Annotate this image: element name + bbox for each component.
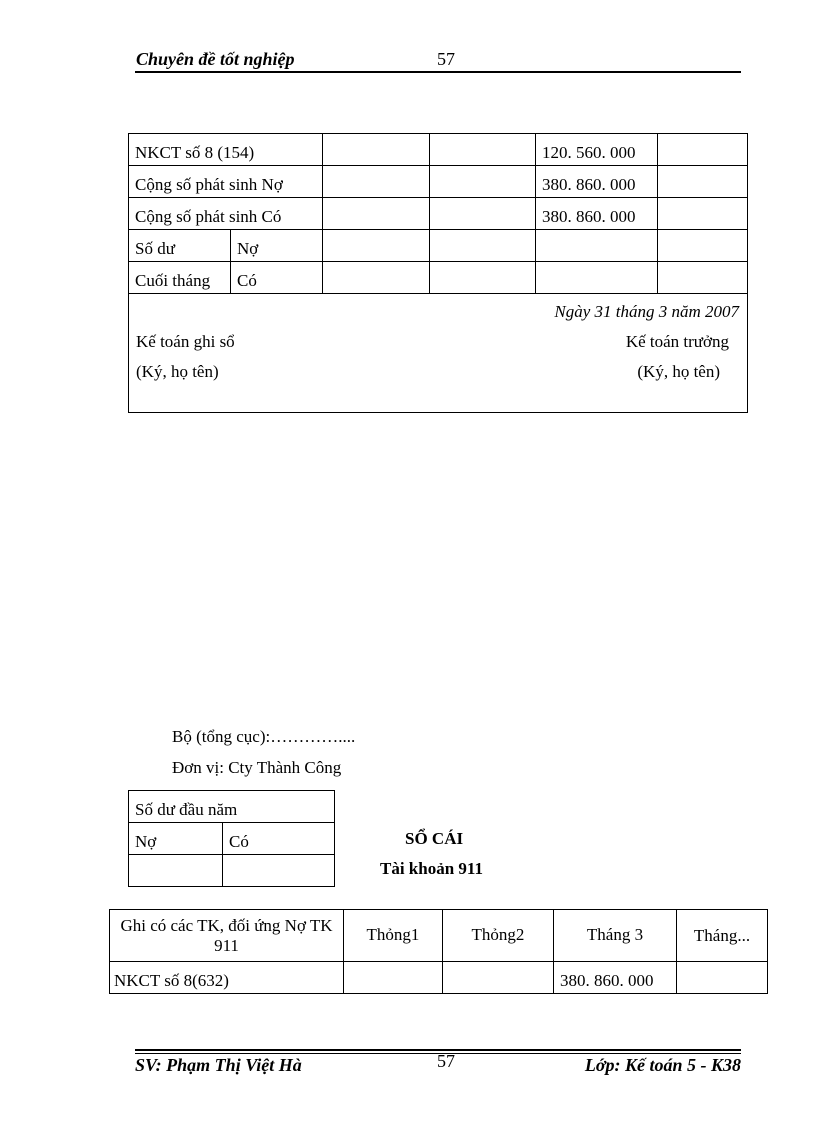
table-row: Cộng số phát sinh Có 380. 860. 000 — [127, 197, 749, 230]
column-header: Ghi có các TK, đối ứng Nợ TK 911 — [109, 909, 344, 962]
table-row: Cộng số phát sinh Nợ 380. 860. 000 — [127, 165, 749, 198]
cell — [429, 229, 537, 262]
footer-class: Lớp: Kế toán 5 - K38 — [584, 1055, 741, 1075]
balance-co: Có — [229, 261, 324, 294]
column-header: Thỏng2 — [442, 909, 554, 962]
footer-rule-bottom — [135, 1053, 741, 1054]
ledger-top-table: NKCT số 8 (154) 120. 560. 000 Cộng số phá… — [127, 133, 749, 413]
column-header: Tháng... — [676, 909, 768, 962]
cell — [657, 165, 749, 198]
cell-amount: 380. 860. 000 — [553, 961, 677, 994]
cell — [322, 133, 431, 166]
signer-right-note: (Ký, họ tên) — [637, 362, 721, 381]
cell — [657, 133, 749, 166]
table-row: Số dư đầu năm — [127, 790, 336, 823]
table-header-row: Ghi có các TK, đối ứng Nợ TK 911 Thỏng1 … — [109, 909, 768, 962]
cell — [657, 197, 749, 230]
cell-amount: 380. 860. 000 — [535, 197, 659, 230]
opening-co: Có — [221, 822, 336, 855]
row-label: NKCT số 8 (154) — [127, 133, 324, 166]
row-label: Cộng số phát sinh Có — [127, 197, 324, 230]
table-row: NKCT số 8 (154) 120. 560. 000 — [127, 133, 749, 166]
balance-no: Nợ — [229, 229, 324, 262]
cell — [429, 165, 537, 198]
signer-right-title: Kế toán trưởng — [625, 332, 730, 351]
cell-amount: 380. 860. 000 — [535, 165, 659, 198]
date-line: Ngày 31 tháng 3 năm 2007 — [554, 302, 740, 321]
row-label: NKCT số 8(632) — [109, 961, 344, 994]
cell — [676, 961, 768, 994]
footer-page-number: 57 — [437, 1051, 455, 1071]
cell — [343, 961, 443, 994]
cell — [535, 261, 659, 294]
ministry-line: Bộ (tổng cục):………….... — [172, 727, 356, 746]
signer-left-title: Kế toán ghi sổ — [136, 332, 235, 351]
signature-row: Ngày 31 tháng 3 năm 2007 Kế toán ghi sổ … — [127, 293, 749, 413]
footer-student: SV: Phạm Thị Việt Hà — [135, 1055, 302, 1075]
footer-rule-top — [135, 1049, 741, 1051]
table-row: NKCT số 8(632) 380. 860. 000 — [109, 961, 768, 994]
table-row: Nợ Có — [128, 822, 336, 855]
opening-balance-title: Số dư đầu năm — [127, 790, 336, 823]
cell — [128, 854, 223, 887]
column-header: Tháng 3 — [553, 909, 677, 962]
opening-balance-table: Số dư đầu năm Nợ Có — [127, 790, 336, 887]
unit-line: Đơn vị: Cty Thành Công — [172, 758, 342, 777]
cell — [322, 197, 431, 230]
cell — [657, 229, 749, 262]
header-title: Chuyên đề tốt nghiệp — [136, 49, 295, 69]
cell — [657, 261, 749, 294]
ledger-title: SỔ CÁI — [405, 829, 464, 848]
balance-label: Số dư — [128, 229, 231, 262]
row-label: Cộng số phát sinh Nợ — [127, 165, 324, 198]
header-rule — [135, 71, 741, 73]
cell — [442, 961, 554, 994]
balance-label: Cuối tháng — [128, 261, 231, 294]
table-row: Cuối tháng Có — [128, 261, 749, 294]
cell — [221, 854, 336, 887]
cell — [429, 133, 537, 166]
signer-left-note: (Ký, họ tên) — [136, 362, 219, 381]
ledger-account: Tài khoản 911 — [380, 859, 483, 878]
cell — [429, 261, 537, 294]
opening-no: Nợ — [128, 822, 223, 855]
cell — [322, 229, 431, 262]
header-page-number: 57 — [437, 49, 455, 69]
ledger-table: Ghi có các TK, đối ứng Nợ TK 911 Thỏng1 … — [109, 909, 768, 994]
table-row: Số dư Nợ — [128, 229, 749, 262]
cell — [322, 261, 431, 294]
cell — [535, 229, 659, 262]
cell-amount: 120. 560. 000 — [535, 133, 659, 166]
table-row — [128, 854, 336, 887]
column-header: Thỏng1 — [343, 909, 443, 962]
cell — [429, 197, 537, 230]
cell — [322, 165, 431, 198]
